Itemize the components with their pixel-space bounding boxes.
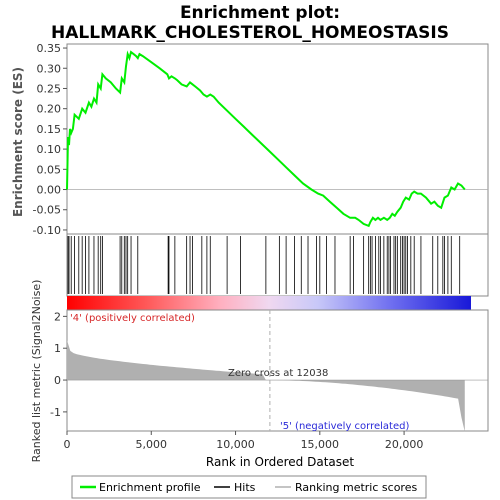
chart-title-line1: Enrichment plot: bbox=[180, 3, 340, 23]
es-y-tick-label: 0.35 bbox=[37, 42, 62, 55]
metric-y-tick-label: -1 bbox=[50, 406, 61, 419]
legend-box bbox=[71, 475, 427, 499]
es-y-axis: -0.10 -0.05 0.00 0.05 0.10 0.15 0.20 0.25 0.30 0.… bbox=[33, 42, 67, 237]
es-y-tick-label: 0.15 bbox=[37, 123, 62, 136]
metric-y-axis-label: Ranked list metric (Signal2Noise) bbox=[30, 280, 43, 463]
chart-title-line2: HALLMARK_CHOLESTEROL_HOMEOSTASIS bbox=[51, 23, 449, 43]
es-panel-frame bbox=[66, 43, 489, 235]
x-tick-label: 10,000 bbox=[216, 438, 255, 451]
legend-metric-label: Ranking metric scores bbox=[295, 481, 417, 494]
es-y-tick-label: 0.30 bbox=[37, 62, 62, 75]
es-y-axis-label: Enrichment score (ES) bbox=[11, 67, 25, 217]
x-tick-label: 20,000 bbox=[385, 438, 424, 451]
x-tick-label: 5,000 bbox=[136, 438, 168, 451]
x-tick-label: 15,000 bbox=[301, 438, 340, 451]
metric-y-tick-label: 2 bbox=[54, 310, 61, 323]
es-y-tick-label: -0.10 bbox=[33, 224, 61, 237]
es-y-tick-label: 0.25 bbox=[37, 82, 62, 95]
es-y-tick-label: -0.05 bbox=[33, 204, 61, 217]
x-tick-label: 0 bbox=[64, 438, 71, 451]
zero-cross-label: Zero cross at 12038 bbox=[228, 368, 328, 379]
metric-y-tick-label: 1 bbox=[54, 342, 61, 355]
x-axis-label: Rank in Ordered Dataset bbox=[206, 455, 354, 469]
x-axis: 0 5,000 10,000 15,000 20,000 bbox=[64, 431, 424, 451]
negative-correlation-label: '5' (negatively correlated) bbox=[280, 421, 409, 432]
hits-marks bbox=[67, 236, 461, 294]
es-y-tick-label: 0.10 bbox=[37, 143, 62, 156]
es-y-tick-label: 0.00 bbox=[37, 184, 62, 197]
positive-correlation-label: '4' (positively correlated) bbox=[70, 313, 195, 324]
hits-panel-frame bbox=[66, 233, 489, 297]
es-y-tick-label: 0.20 bbox=[37, 103, 62, 116]
ranking-metric-area bbox=[67, 340, 465, 432]
metric-y-tick-label: 0 bbox=[54, 374, 61, 387]
rank-color-bar bbox=[67, 296, 471, 310]
legend-hits-label: Hits bbox=[234, 481, 256, 494]
legend-profile-label: Enrichment profile bbox=[99, 481, 201, 494]
es-y-tick-label: 0.05 bbox=[37, 163, 62, 176]
metric-y-axis: -1 0 1 2 bbox=[50, 310, 67, 419]
enrichment-profile-line bbox=[66, 50, 466, 228]
